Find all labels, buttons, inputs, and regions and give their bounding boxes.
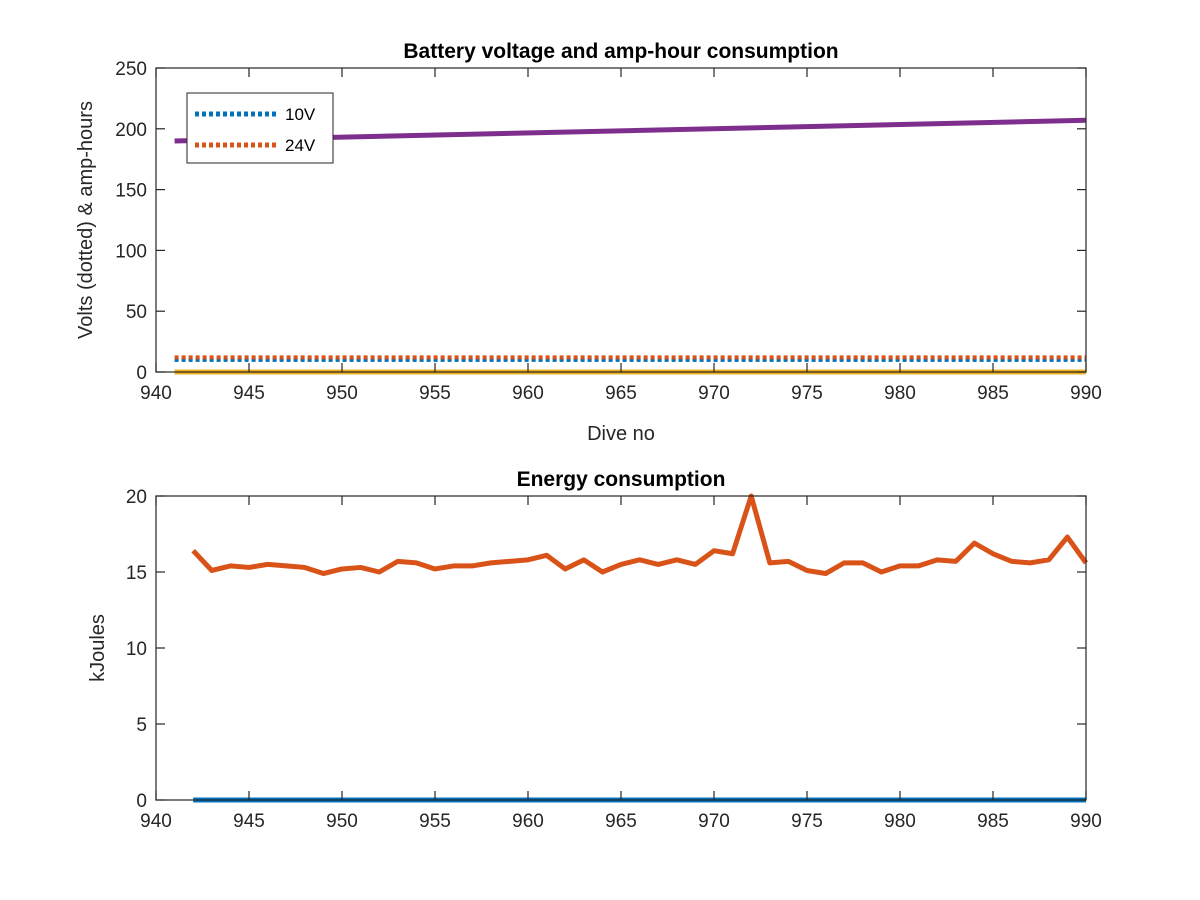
x-tick-label: 990: [1070, 383, 1102, 404]
x-tick-label: 960: [512, 811, 544, 832]
y-tick-label: 5: [136, 715, 147, 736]
legend: 10V 24V: [186, 92, 334, 164]
y-tick-label: 50: [126, 302, 147, 323]
plot1-x-axis-label: Dive no: [587, 423, 655, 445]
x-tick-label: 965: [605, 383, 637, 404]
x-tick-label: 970: [698, 383, 730, 404]
y-tick-label: 0: [136, 363, 147, 384]
y-tick-label: 150: [115, 181, 147, 202]
x-tick-label: 975: [791, 383, 823, 404]
x-tick-label: 940: [140, 383, 172, 404]
x-tick-label: 980: [884, 811, 916, 832]
x-tick-label: 980: [884, 383, 916, 404]
y-tick-label: 10: [126, 639, 147, 660]
x-tick-label: 985: [977, 383, 1009, 404]
lower-plot: 940 945 950 955 960 965 970 975 980 985 990 0 5 10 15 2…: [87, 468, 1102, 832]
x-tick-label: 950: [326, 383, 358, 404]
x-tick-label: 965: [605, 811, 637, 832]
x-tick-label: 950: [326, 811, 358, 832]
x-tick-label: 975: [791, 811, 823, 832]
y-tick-label: 20: [126, 487, 147, 508]
x-tick-label: 990: [1070, 811, 1102, 832]
x-tick-label: 955: [419, 383, 451, 404]
x-tick-label: 945: [233, 383, 265, 404]
plot1-y-axis-label: Volts (dotted) & amp-hours: [75, 101, 97, 339]
x-tick-label: 985: [977, 811, 1009, 832]
y-tick-label: 15: [126, 563, 147, 584]
x-tick-label: 940: [140, 811, 172, 832]
plot1-title: Battery voltage and amp-hour consumption: [403, 40, 838, 63]
upper-plot: 940 945 950 955 960 965 970 975 980 985 990 0 50 100 1…: [75, 40, 1102, 445]
y-tick-label: 0: [136, 791, 147, 812]
y-tick-label: 250: [115, 59, 147, 80]
x-tick-label: 945: [233, 811, 265, 832]
x-tick-label: 960: [512, 383, 544, 404]
x-tick-label: 955: [419, 811, 451, 832]
plot2-background: [156, 496, 1086, 800]
legend-label-10v: 10V: [285, 105, 316, 124]
plot2-series-2-line: [191, 493, 1089, 577]
x-tick-label: 970: [698, 811, 730, 832]
plot2-y-axis-label: kJoules: [87, 614, 109, 682]
y-tick-label: 200: [115, 120, 147, 141]
legend-box: [186, 92, 334, 164]
y-tick-label: 100: [115, 241, 147, 262]
legend-label-24v: 24V: [285, 136, 316, 155]
plot2-title: Energy consumption: [517, 468, 726, 491]
